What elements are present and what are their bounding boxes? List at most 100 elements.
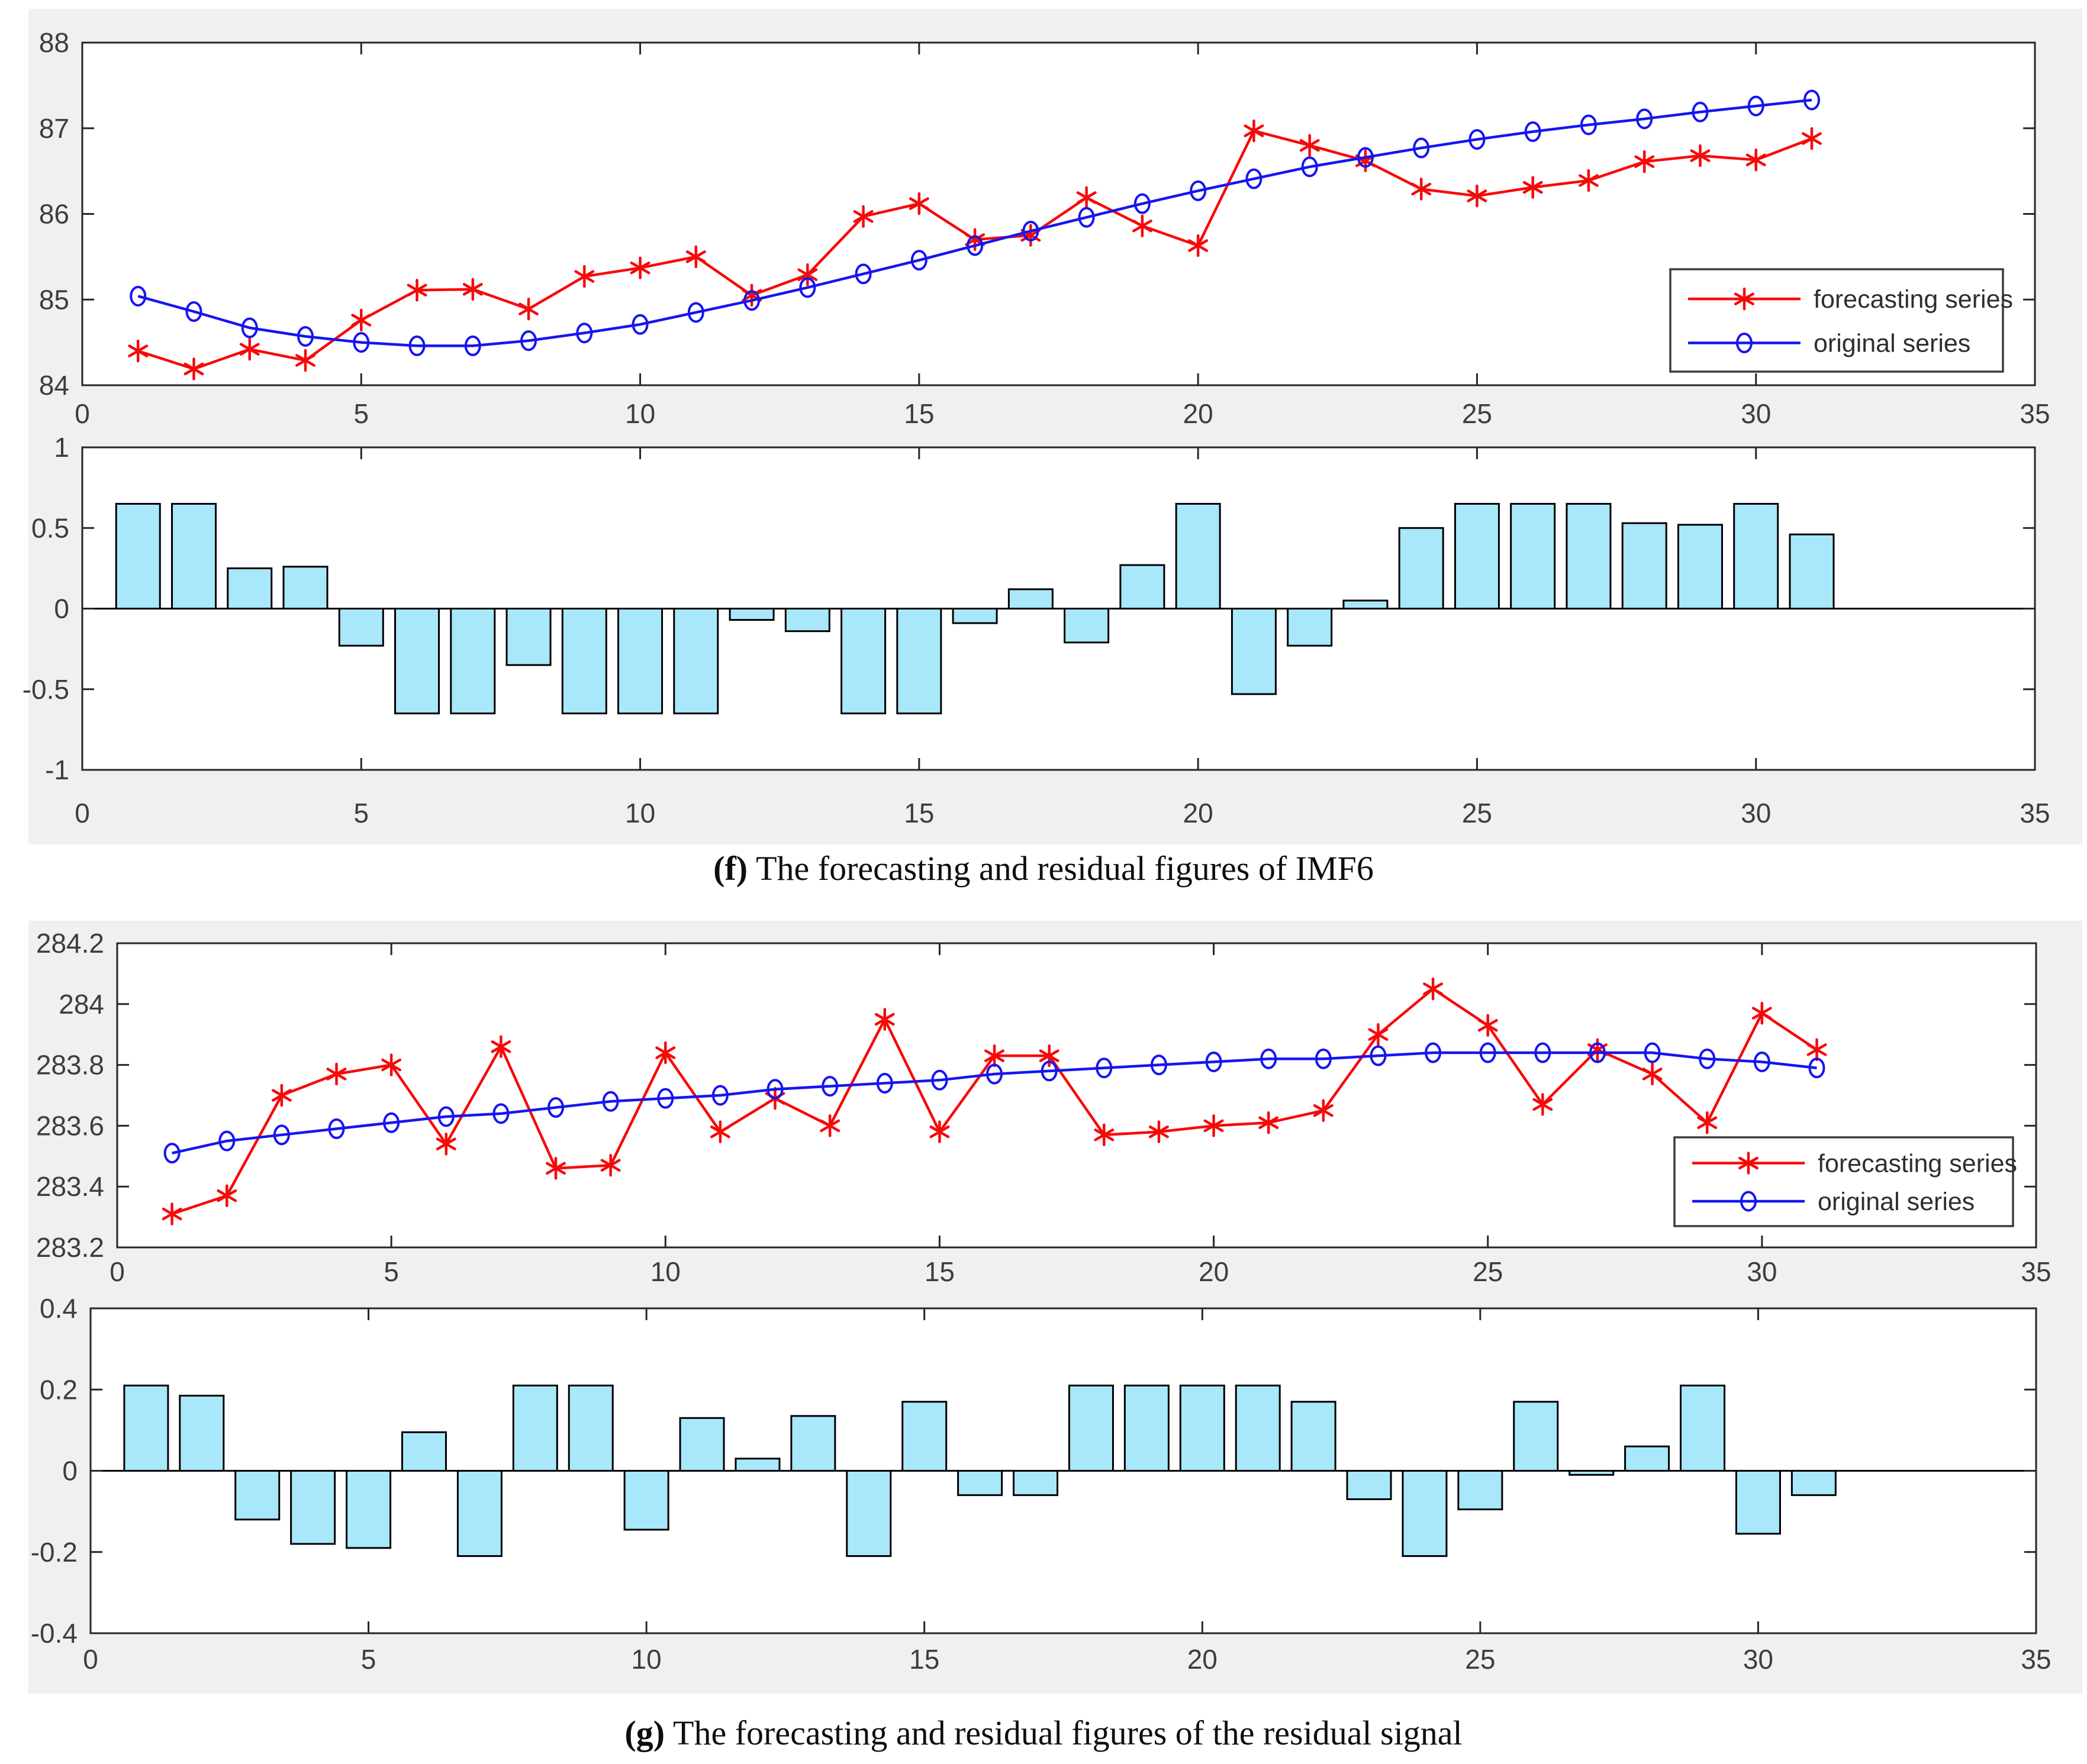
asterisk-marker (1148, 1125, 1169, 1139)
x-tick-label: 5 (353, 398, 369, 429)
y-tick-label: -0.2 (31, 1537, 78, 1568)
residual-bar (401, 1431, 447, 1472)
residual-bar (790, 1415, 836, 1472)
circle-marker (185, 301, 202, 323)
asterisk-marker (1634, 155, 1655, 168)
residual-bar (512, 1384, 558, 1472)
residual-bar (290, 1470, 336, 1545)
asterisk-marker (1522, 180, 1543, 194)
y-tick-label: 1 (54, 432, 69, 463)
residual-bar (623, 1470, 669, 1531)
asterisk-marker (1020, 228, 1041, 242)
residual-bar (1064, 608, 1110, 644)
asterisk-marker (239, 343, 260, 356)
asterisk-marker (407, 283, 427, 297)
circle-marker (876, 1072, 893, 1094)
circle-marker (822, 1076, 839, 1097)
asterisk-marker (217, 1189, 237, 1202)
circle-marker (1022, 220, 1039, 241)
circle-marker (130, 285, 147, 307)
asterisk-marker (1806, 1043, 1827, 1056)
residual-bar (561, 608, 607, 715)
residual-bar (1123, 1384, 1170, 1472)
residual-bar (1287, 608, 1333, 647)
y-tick-label: 86 (39, 199, 69, 230)
asterisk-marker (574, 270, 595, 283)
chart-g-bar: 0 5 10 15 20 25 30 35 -0.4 -0.2 0 0.2 0.4 (31, 1293, 2051, 1675)
circle-marker (353, 332, 370, 353)
residual-bar (1454, 502, 1500, 610)
circle-marker (520, 330, 537, 351)
x-tick-label: 20 (1199, 1256, 1229, 1287)
residual-bar (1735, 1470, 1781, 1535)
y-tick-label: 0.4 (40, 1293, 78, 1324)
y-tick-label: 284 (59, 989, 104, 1020)
asterisk-marker (518, 302, 539, 315)
asterisk-marker (797, 268, 818, 282)
circle-marker (967, 235, 984, 256)
circle-marker (408, 335, 426, 356)
residual-bar (1680, 1384, 1726, 1472)
circle-marker (657, 1088, 674, 1109)
circle-marker (711, 1085, 729, 1106)
asterisk-marker (183, 362, 204, 376)
x-tick-label: 30 (1741, 798, 1771, 828)
residual-bar (896, 608, 942, 715)
circle-marker (1260, 1048, 1277, 1069)
circle-marker (799, 277, 816, 298)
residual-bar (1007, 588, 1054, 610)
y-tick-label: 0 (62, 1456, 78, 1486)
asterisk-marker (1801, 132, 1822, 145)
x-tick-label: 15 (925, 1256, 955, 1287)
asterisk-marker (1203, 1119, 1224, 1133)
asterisk-marker (326, 1068, 347, 1081)
circle-marker (743, 290, 761, 311)
residual-bar (394, 608, 440, 715)
x-tick-label: 10 (625, 798, 655, 828)
asterisk-marker (491, 1040, 511, 1053)
circle-marker (1479, 1042, 1496, 1063)
circle-marker (1753, 1051, 1770, 1072)
y-tick-label: 0.2 (40, 1374, 78, 1405)
residual-bar (1342, 599, 1389, 610)
asterisk-marker (1039, 1049, 1059, 1062)
circle-marker (1692, 101, 1709, 122)
asterisk-marker (853, 210, 874, 223)
asterisk-marker (546, 1162, 566, 1175)
residual-bar (1510, 502, 1556, 610)
circle-marker (1096, 1057, 1113, 1079)
asterisk-marker (128, 344, 149, 357)
circle-marker (1740, 1191, 1757, 1212)
asterisk-marker (1313, 1104, 1334, 1117)
circle-marker (1636, 108, 1653, 130)
residual-bar (1179, 1384, 1225, 1472)
x-tick-label: 10 (625, 398, 655, 429)
residual-bar (1398, 527, 1444, 610)
asterisk-marker (295, 354, 316, 367)
y-tick-label: 87 (39, 113, 69, 144)
circle-marker (1357, 147, 1374, 168)
residual-bar (505, 608, 552, 666)
legend-label: original series (1818, 1188, 1975, 1216)
asterisk-marker (1697, 1116, 1718, 1130)
caption-g-text: The forecasting and residual figures of … (673, 1714, 1463, 1752)
residual-bar (456, 1470, 503, 1557)
chart-f-line: 0 5 10 15 20 25 30 35 84 85 86 87 88 forecasting seri… (39, 27, 2050, 429)
y-tick-label: 84 (39, 370, 69, 401)
asterisk-marker (1094, 1128, 1115, 1141)
asterisk-marker (600, 1159, 621, 1172)
x-tick-label: 25 (1462, 798, 1492, 828)
asterisk-marker (874, 1012, 895, 1026)
asterisk-marker (1411, 182, 1432, 196)
residual-bar (1457, 1470, 1503, 1511)
circle-marker (855, 263, 872, 285)
x-tick-label: 10 (632, 1644, 662, 1675)
circle-marker (576, 323, 593, 344)
caption-f-label: (f) (713, 849, 748, 888)
asterisk-marker (1423, 982, 1444, 995)
asterisk-marker (436, 1137, 456, 1150)
circle-marker (1150, 1054, 1167, 1076)
legend-label: forecasting series (1818, 1150, 2017, 1178)
x-tick-label: 25 (1462, 398, 1492, 429)
